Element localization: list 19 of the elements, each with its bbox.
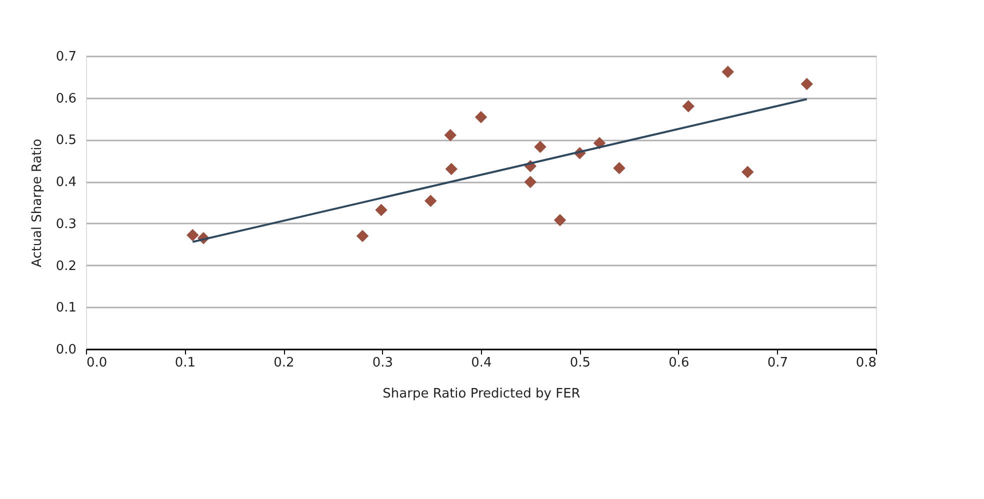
x-tick-label: 0.3 (372, 356, 394, 370)
y-axis-title: Actual Sharpe Ratio (30, 138, 45, 268)
y-tick-label: 0.2 (56, 258, 76, 274)
y-tick-label: 0.6 (56, 91, 76, 106)
y-tick-label: 0.4 (56, 175, 76, 190)
x-tick-label: 0.1 (174, 356, 196, 370)
y-tick-label: 0.1 (56, 300, 76, 316)
x-tick-label: 0.8 (856, 356, 876, 370)
y-tick-label: 0.5 (56, 133, 76, 148)
x-tick-label: 0.2 (274, 356, 294, 370)
x-tick-label: 0.5 (570, 356, 591, 370)
y-tick-label: 0.7 (56, 50, 76, 64)
x-tick-label: 0.6 (668, 356, 690, 370)
x-tick-label: 0.0 (86, 356, 108, 370)
x-axis-title: Sharpe Ratio Predicted by FER (382, 386, 580, 402)
x-tick-label: 0.4 (471, 356, 492, 370)
x-tick-label: 0.7 (767, 356, 788, 370)
y-tick-label: 0.0 (56, 342, 76, 358)
y-tick-label: 0.3 (56, 216, 76, 232)
